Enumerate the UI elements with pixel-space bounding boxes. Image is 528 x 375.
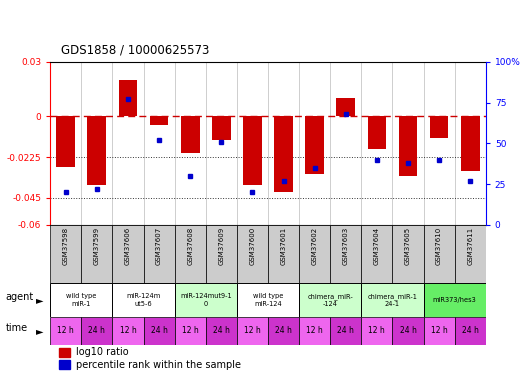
Bar [336, 98, 355, 116]
Text: GSM37601: GSM37601 [280, 227, 287, 265]
Bar [423, 317, 455, 345]
Text: 24 h: 24 h [462, 326, 479, 335]
Text: chimera_miR-1
24-1: chimera_miR-1 24-1 [367, 293, 417, 307]
Bar [455, 317, 486, 345]
Bar [392, 225, 423, 283]
Bar [237, 317, 268, 345]
Bar [299, 225, 330, 283]
Text: ►: ► [36, 295, 43, 305]
Bar [175, 317, 206, 345]
Bar [361, 283, 423, 317]
Text: percentile rank within the sample: percentile rank within the sample [76, 360, 241, 370]
Text: GDS1858 / 10000625573: GDS1858 / 10000625573 [61, 43, 209, 56]
Text: GSM37604: GSM37604 [374, 227, 380, 265]
Text: time: time [5, 323, 27, 333]
Bar [175, 225, 206, 283]
Bar [305, 116, 324, 174]
Bar [144, 317, 175, 345]
Text: 12 h: 12 h [182, 326, 199, 335]
Text: GSM37600: GSM37600 [249, 227, 256, 265]
Text: GSM37608: GSM37608 [187, 227, 193, 265]
Bar [361, 225, 392, 283]
Bar [59, 360, 70, 369]
Text: 12 h: 12 h [431, 326, 447, 335]
Text: ►: ► [36, 326, 43, 336]
Text: GSM37610: GSM37610 [436, 227, 442, 265]
Bar [299, 317, 330, 345]
Bar [392, 317, 423, 345]
Text: miR-124mut9-1
0: miR-124mut9-1 0 [180, 293, 232, 307]
Text: 24 h: 24 h [275, 326, 292, 335]
Bar [59, 348, 70, 357]
Bar [144, 225, 175, 283]
Bar [367, 116, 386, 149]
Bar [81, 225, 112, 283]
Text: 24 h: 24 h [150, 326, 167, 335]
Bar [112, 225, 144, 283]
Text: chimera_miR-
-124: chimera_miR- -124 [307, 293, 353, 307]
Bar [175, 283, 237, 317]
Text: 12 h: 12 h [58, 326, 74, 335]
Text: 24 h: 24 h [88, 326, 105, 335]
Bar [268, 225, 299, 283]
Bar [206, 225, 237, 283]
Bar [423, 225, 455, 283]
Text: log10 ratio: log10 ratio [76, 347, 129, 357]
Bar [88, 116, 106, 185]
Text: GSM37599: GSM37599 [94, 227, 100, 265]
Bar [399, 116, 417, 176]
Text: 24 h: 24 h [213, 326, 230, 335]
Bar [237, 283, 299, 317]
Text: miR-124m
ut5-6: miR-124m ut5-6 [126, 293, 161, 307]
Bar [56, 116, 75, 167]
Text: 12 h: 12 h [306, 326, 323, 335]
Bar [206, 317, 237, 345]
Bar [50, 283, 112, 317]
Text: wild type
miR-1: wild type miR-1 [66, 293, 97, 307]
Bar [330, 225, 361, 283]
Bar [212, 116, 231, 140]
Bar [361, 317, 392, 345]
Bar [112, 317, 144, 345]
Text: 24 h: 24 h [337, 326, 354, 335]
Bar [423, 283, 486, 317]
Text: GSM37606: GSM37606 [125, 227, 131, 265]
Bar [299, 283, 361, 317]
Bar [50, 225, 81, 283]
Text: GSM37609: GSM37609 [218, 227, 224, 265]
Text: GSM37602: GSM37602 [312, 227, 318, 265]
Text: GSM37603: GSM37603 [343, 227, 349, 265]
Bar [461, 116, 479, 171]
Bar [237, 225, 268, 283]
Text: GSM37598: GSM37598 [63, 227, 69, 265]
Text: GSM37607: GSM37607 [156, 227, 162, 265]
Text: 12 h: 12 h [244, 326, 261, 335]
Bar [243, 116, 262, 185]
Text: agent: agent [5, 292, 34, 302]
Bar [430, 116, 448, 138]
Bar [150, 116, 168, 125]
Text: wild type
miR-124: wild type miR-124 [253, 293, 283, 307]
Text: GSM37611: GSM37611 [467, 227, 473, 265]
Text: 12 h: 12 h [119, 326, 136, 335]
Bar [119, 80, 137, 116]
Bar [181, 116, 200, 153]
Bar [274, 116, 293, 192]
Bar [112, 283, 175, 317]
Bar [81, 317, 112, 345]
Text: GSM37605: GSM37605 [405, 227, 411, 265]
Text: miR373/hes3: miR373/hes3 [433, 297, 477, 303]
Text: 24 h: 24 h [400, 326, 417, 335]
Text: 12 h: 12 h [369, 326, 385, 335]
Bar [330, 317, 361, 345]
Bar [50, 317, 81, 345]
Bar [455, 225, 486, 283]
Bar [268, 317, 299, 345]
